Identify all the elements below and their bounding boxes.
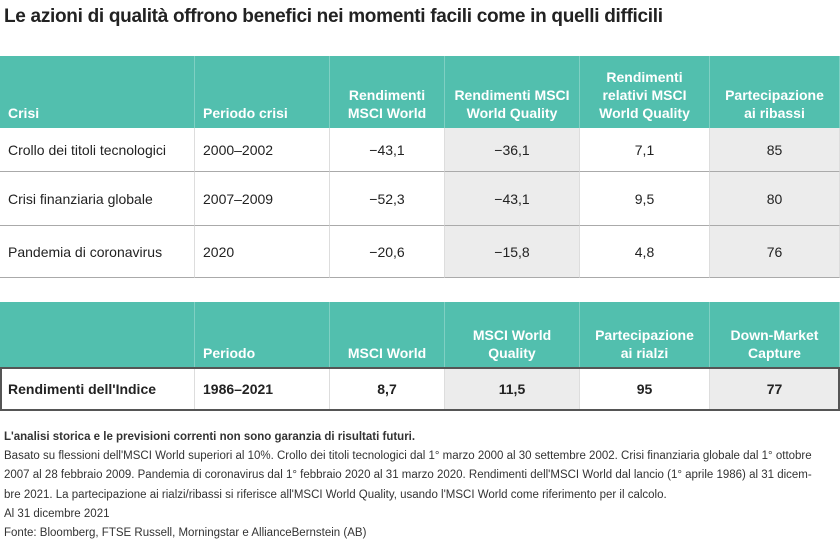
row-frame — [0, 367, 840, 411]
header-cell: MSCI World — [330, 302, 445, 368]
header-cell: Down-Market Capture — [710, 302, 840, 368]
table-cell: Rendimenti dell'Indice — [0, 368, 195, 410]
table-cell: 77 — [710, 368, 840, 410]
table-cell: 2000–2002 — [195, 128, 330, 172]
table-cell: 85 — [710, 128, 840, 172]
table-cell: 1986–2021 — [195, 368, 330, 410]
table-cell: −52,3 — [330, 172, 445, 226]
header-cell: Rendimenti MSCI World Quality — [445, 56, 580, 128]
table-cell: 76 — [710, 226, 840, 278]
table-cell: 4,8 — [580, 226, 710, 278]
table-cell: −20,6 — [330, 226, 445, 278]
table-cell: −43,1 — [445, 172, 580, 226]
header-cell: Partecipazione ai ribassi — [710, 56, 840, 128]
notes-body: Basato su flessioni dell'MSCI World supe… — [4, 450, 812, 501]
table-cell: Crollo dei titoli tecnologici — [0, 128, 195, 172]
table-cell: −43,1 — [330, 128, 445, 172]
table-cell: Crisi finanziaria globale — [0, 172, 195, 226]
table-cell: 2007–2009 — [195, 172, 330, 226]
disclaimer: L'analisi storica e le previsioni corren… — [4, 431, 416, 443]
header-cell: Crisi — [0, 56, 195, 128]
notes-date: Al 31 dicembre 2021 — [4, 508, 110, 520]
notes-source: Fonte: Bloomberg, FTSE Russell, Mornings… — [4, 527, 367, 539]
header-cell: Periodo crisi — [195, 56, 330, 128]
header-cell: Rendimenti MSCI World — [330, 56, 445, 128]
header-cell: Rendimenti relativi MSCI World Quality — [580, 56, 710, 128]
table-cell: −36,1 — [445, 128, 580, 172]
header-cell: Partecipazione ai rialzi — [580, 302, 710, 368]
header-cell: Periodo — [195, 302, 330, 368]
table-cell: 11,5 — [445, 368, 580, 410]
table-cell: 2020 — [195, 226, 330, 278]
table-cell: 9,5 — [580, 172, 710, 226]
title: Le azioni di qualità offrono benefici ne… — [4, 6, 663, 27]
table-cell: 7,1 — [580, 128, 710, 172]
table-cell: −15,8 — [445, 226, 580, 278]
table-cell: 95 — [580, 368, 710, 410]
header-blank — [0, 302, 195, 368]
table-cell: Pandemia di coronavirus — [0, 226, 195, 278]
table-cell: 80 — [710, 172, 840, 226]
header-cell: MSCI World Quality — [445, 302, 580, 368]
table-cell: 8,7 — [330, 368, 445, 410]
